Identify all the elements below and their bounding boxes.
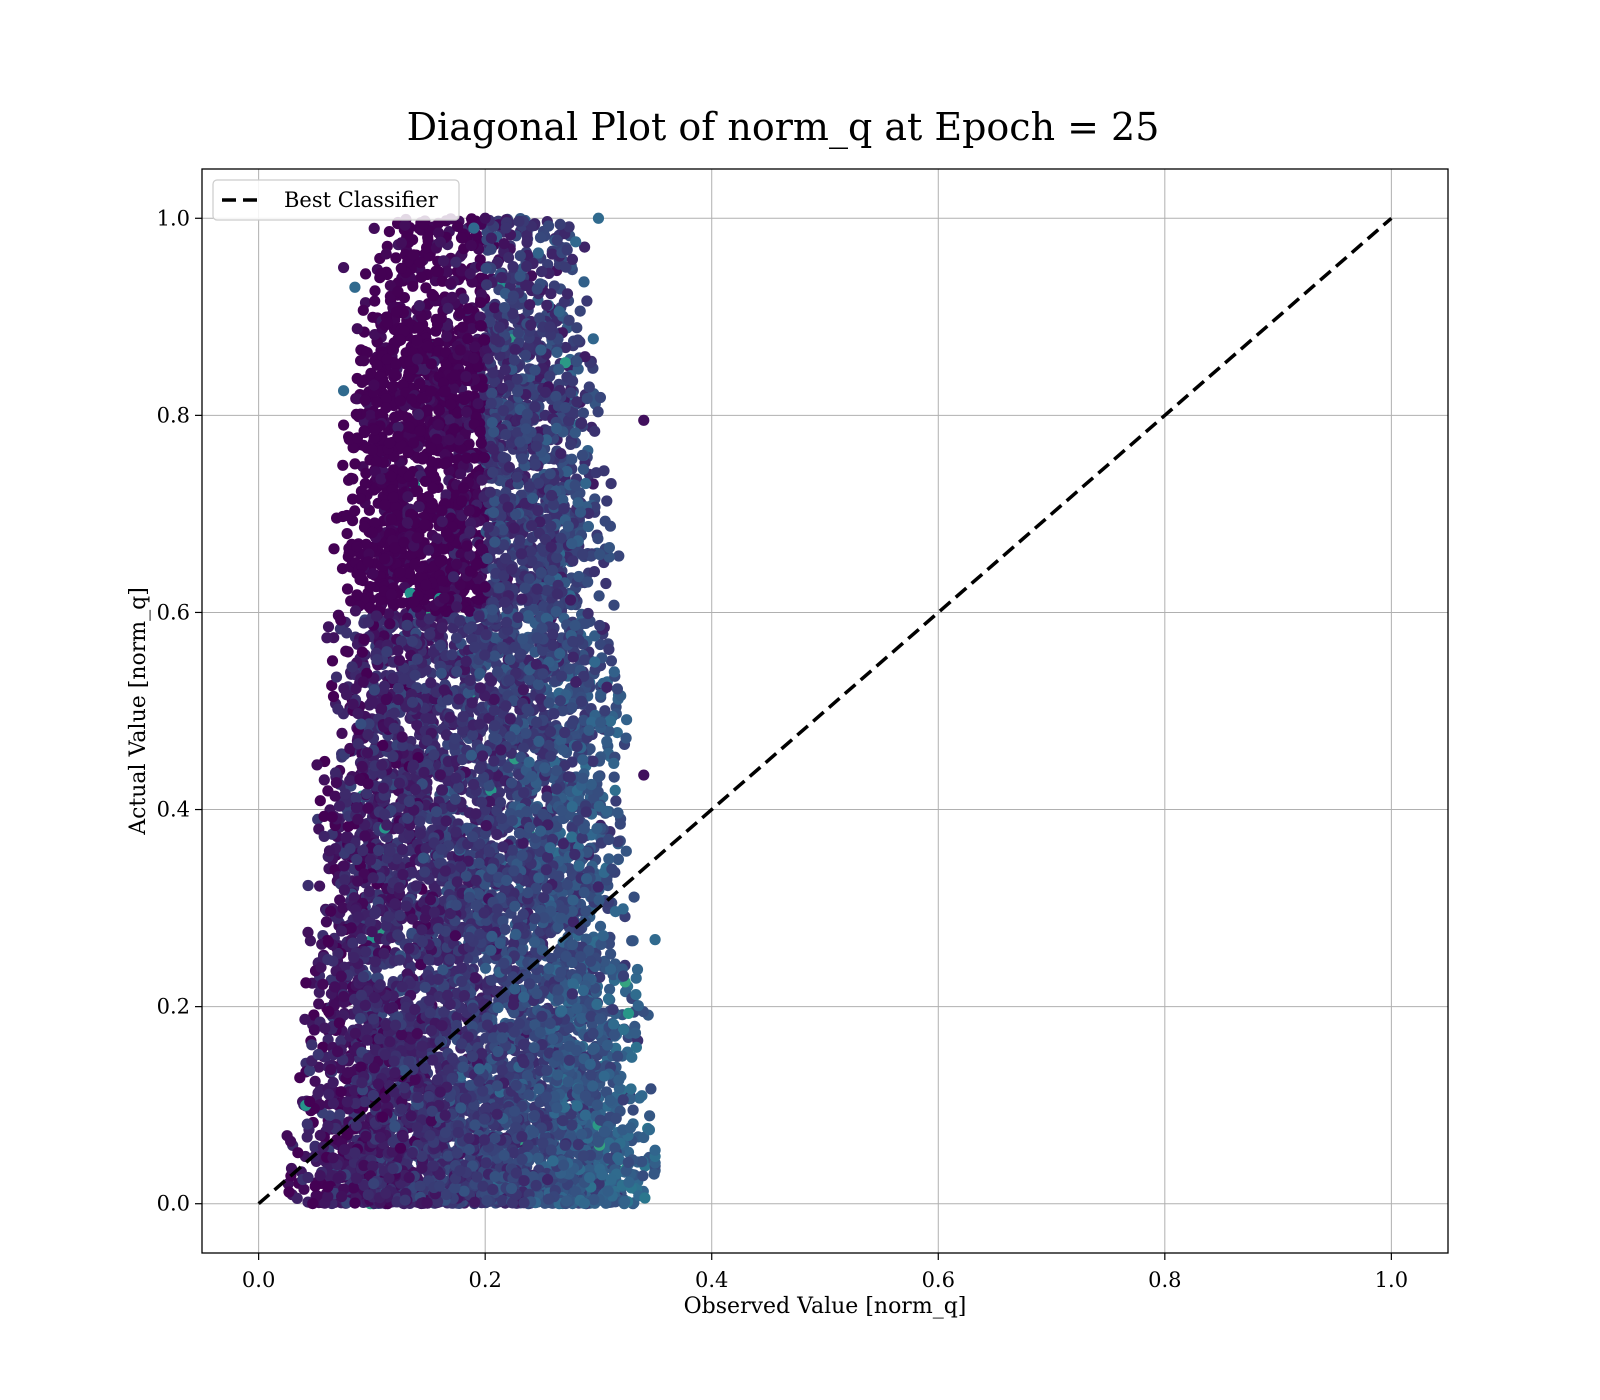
scatter-point bbox=[579, 654, 591, 666]
scatter-point bbox=[326, 680, 338, 692]
scatter-point bbox=[600, 577, 612, 590]
scatter-point bbox=[604, 983, 616, 995]
scatter-point bbox=[328, 543, 340, 555]
scatter-point bbox=[437, 255, 450, 267]
scatter-point bbox=[581, 295, 593, 307]
scatter-point bbox=[332, 703, 344, 715]
scatter-point bbox=[337, 459, 349, 471]
scatter-point bbox=[369, 295, 381, 307]
scatter-point bbox=[338, 991, 350, 1003]
scatter-point bbox=[630, 972, 642, 984]
scatter-point bbox=[610, 795, 622, 807]
scatter-point bbox=[645, 1083, 657, 1095]
scatter-point bbox=[318, 774, 330, 786]
scatter-point bbox=[609, 784, 621, 797]
scatter-point bbox=[605, 655, 618, 667]
scatter-point bbox=[306, 1039, 318, 1051]
scatter-point bbox=[480, 962, 492, 974]
scatter-point bbox=[298, 1183, 310, 1195]
scatter-point bbox=[611, 727, 623, 739]
scatter-point bbox=[330, 671, 343, 683]
scatter-points bbox=[281, 212, 661, 1210]
scatter-point bbox=[621, 714, 633, 726]
scatter-point bbox=[315, 961, 327, 973]
scatter-point bbox=[349, 458, 361, 470]
scatter-point bbox=[631, 963, 644, 976]
scatter-point bbox=[341, 528, 353, 540]
scatter-point bbox=[390, 252, 402, 264]
scatter-point bbox=[592, 406, 604, 418]
chart-title: Diagonal Plot of norm_q at Epoch = 25 bbox=[407, 105, 1160, 150]
scatter-point bbox=[594, 638, 606, 651]
scatter-point bbox=[605, 478, 617, 490]
scatter-point bbox=[326, 655, 339, 667]
scatter-point bbox=[599, 515, 611, 527]
scatter-point bbox=[309, 1075, 321, 1087]
scatter-point bbox=[630, 1041, 643, 1053]
scatter-point bbox=[648, 1168, 660, 1180]
scatter-point bbox=[421, 242, 433, 254]
scatter-point bbox=[574, 305, 586, 317]
scatter-point bbox=[612, 807, 624, 819]
scatter-point bbox=[359, 830, 371, 842]
scatter-point bbox=[335, 1086, 347, 1098]
scatter-point bbox=[594, 920, 607, 932]
scatter-point bbox=[608, 771, 620, 783]
scatter-point bbox=[628, 891, 640, 903]
scatter-point bbox=[341, 627, 353, 639]
scatter-point bbox=[285, 1135, 297, 1147]
scatter-point bbox=[571, 322, 583, 334]
scatter-point bbox=[357, 304, 369, 316]
scatter-point bbox=[627, 1104, 639, 1116]
scatter-point bbox=[603, 938, 616, 950]
scatter-point bbox=[327, 690, 340, 703]
scatter-point bbox=[587, 333, 599, 345]
scatter-point bbox=[566, 453, 578, 465]
scatter-point bbox=[620, 845, 632, 857]
scatter-point bbox=[302, 879, 314, 892]
scatter-point bbox=[613, 550, 625, 562]
scatter-point bbox=[626, 1051, 638, 1063]
scatter-point bbox=[414, 257, 426, 269]
scatter-point bbox=[342, 646, 354, 658]
scatter-point bbox=[541, 299, 553, 311]
scatter-point bbox=[383, 226, 395, 238]
scatter-point bbox=[368, 222, 380, 234]
